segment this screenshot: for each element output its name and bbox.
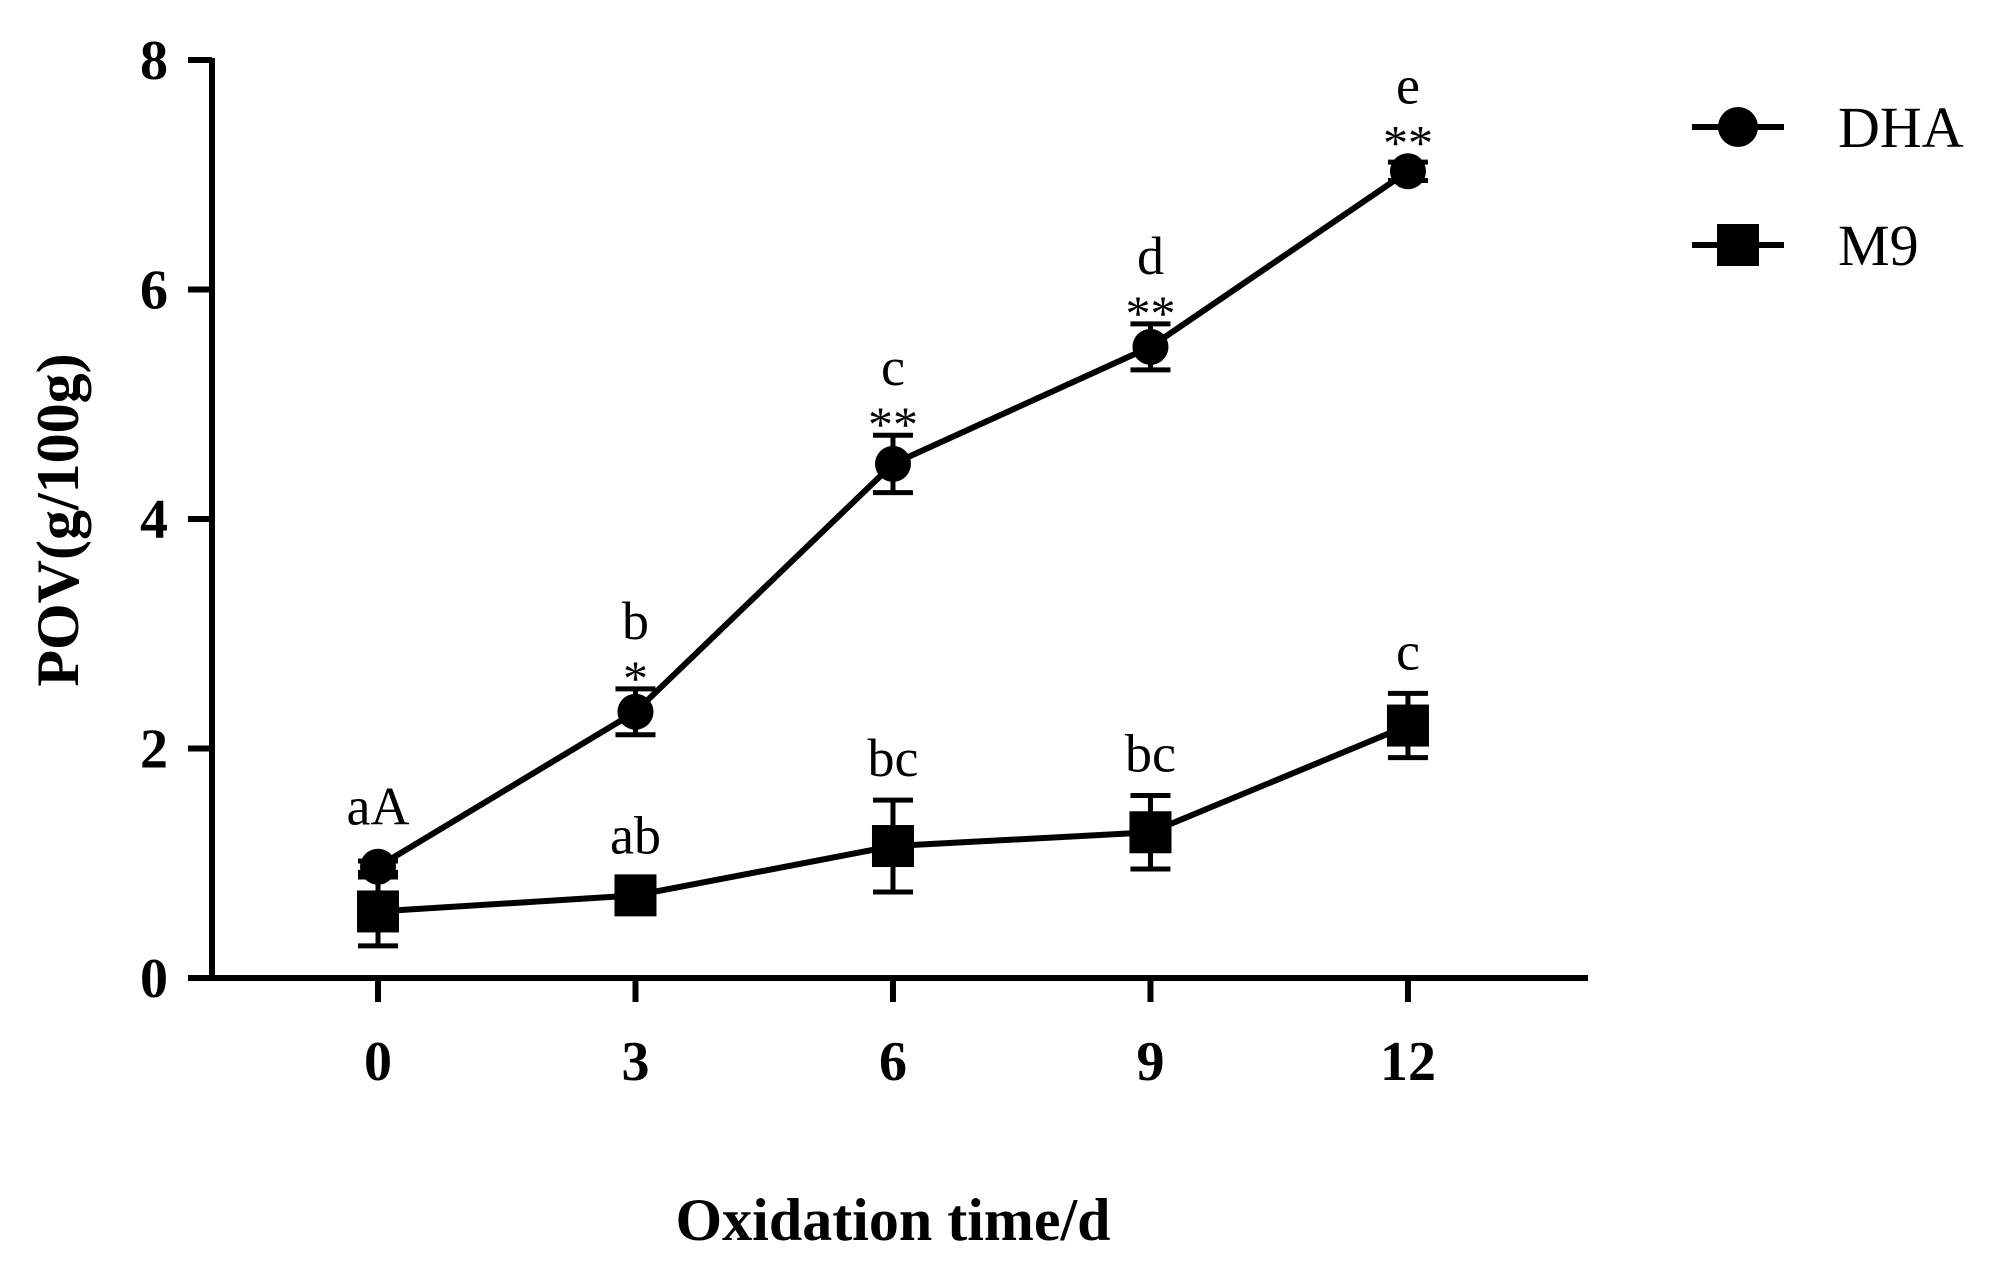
- y-tick-label: 6: [140, 260, 168, 322]
- significance-stars: **: [1125, 285, 1175, 341]
- y-tick-label: 4: [140, 489, 168, 551]
- data-point: [1386, 704, 1429, 747]
- y-axis-title: POV(g/100g): [25, 353, 91, 686]
- x-tick-label: 3: [621, 1031, 649, 1093]
- significance-letter: c: [881, 337, 905, 397]
- legend-label: DHA: [1838, 95, 1964, 160]
- significance-stars: **: [868, 396, 918, 452]
- data-point: [1389, 153, 1426, 190]
- legend-item-m9: M9: [1692, 213, 1919, 278]
- series-layer: [357, 153, 1429, 949]
- data-point: [874, 445, 911, 482]
- data-point: [614, 874, 657, 917]
- x-tick-label: 0: [364, 1031, 392, 1093]
- series-m9: [357, 690, 1429, 949]
- legend-marker: [1718, 107, 1758, 147]
- y-tick-label: 8: [140, 30, 168, 92]
- data-point: [871, 825, 914, 868]
- data-point: [617, 693, 654, 730]
- significance-letter: bc: [1125, 724, 1176, 784]
- legend-item-dha: DHA: [1692, 95, 1964, 160]
- x-axis-title: Oxidation time/d: [675, 1187, 1110, 1253]
- data-point: [1129, 811, 1172, 854]
- y-tick-label: 0: [140, 948, 168, 1010]
- legend-marker: [1717, 224, 1759, 266]
- significance-letter: e: [1396, 55, 1420, 115]
- significance-stars: *: [623, 650, 648, 706]
- x-tick-label: 6: [879, 1031, 907, 1093]
- significance-letter: aA: [347, 777, 410, 837]
- significance-letter: ab: [610, 805, 661, 865]
- axes: 0 2 4 6 8 0 3 6 9 12: [140, 30, 1588, 1093]
- x-tick-label: 12: [1380, 1031, 1436, 1093]
- significance-letter: bc: [867, 728, 918, 788]
- x-tick-label: 9: [1136, 1031, 1164, 1093]
- significance-letter: b: [622, 591, 649, 651]
- significance-letter: c: [1396, 621, 1420, 681]
- legend: DHA M9: [1692, 95, 1964, 278]
- y-tick-label: 2: [140, 719, 168, 781]
- data-point: [1132, 328, 1169, 365]
- legend-label: M9: [1838, 213, 1919, 278]
- significance-stars: **: [1383, 114, 1433, 170]
- significance-letter: d: [1137, 226, 1164, 286]
- data-point: [357, 890, 399, 933]
